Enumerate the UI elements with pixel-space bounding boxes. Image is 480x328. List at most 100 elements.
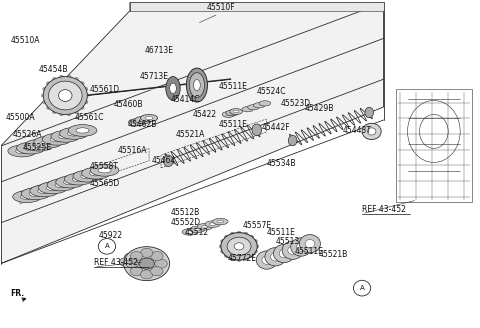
Ellipse shape — [74, 77, 78, 81]
Ellipse shape — [68, 131, 80, 136]
Ellipse shape — [59, 134, 72, 139]
Ellipse shape — [72, 176, 85, 182]
Ellipse shape — [43, 100, 47, 104]
Ellipse shape — [226, 110, 239, 116]
Ellipse shape — [43, 77, 87, 114]
Ellipse shape — [51, 131, 80, 142]
Text: 45552D: 45552D — [170, 218, 201, 227]
Ellipse shape — [67, 75, 71, 78]
Text: 45516A: 45516A — [118, 146, 147, 155]
Ellipse shape — [190, 226, 205, 233]
Ellipse shape — [8, 145, 36, 157]
Ellipse shape — [249, 235, 253, 239]
Text: 45422: 45422 — [192, 110, 216, 119]
Text: REF 43-452: REF 43-452 — [94, 258, 138, 267]
Text: 45511E: 45511E — [218, 120, 247, 129]
Ellipse shape — [279, 249, 289, 258]
Polygon shape — [130, 3, 384, 10]
Text: 45565D: 45565D — [89, 178, 120, 188]
Ellipse shape — [84, 100, 88, 104]
Ellipse shape — [274, 244, 295, 263]
Ellipse shape — [145, 116, 153, 120]
Ellipse shape — [141, 270, 153, 279]
Ellipse shape — [38, 182, 67, 194]
Ellipse shape — [254, 244, 259, 248]
Ellipse shape — [52, 77, 56, 81]
Text: 45429B: 45429B — [305, 104, 334, 113]
Text: FR.: FR. — [10, 289, 24, 298]
Ellipse shape — [90, 164, 119, 176]
Ellipse shape — [67, 113, 71, 116]
Text: 45460B: 45460B — [113, 100, 143, 109]
Ellipse shape — [367, 128, 376, 135]
Ellipse shape — [242, 107, 253, 112]
Ellipse shape — [271, 253, 280, 261]
Text: 45510A: 45510A — [10, 36, 40, 45]
Ellipse shape — [222, 112, 235, 117]
Text: 45558T: 45558T — [89, 162, 118, 171]
Ellipse shape — [230, 256, 235, 260]
Ellipse shape — [141, 114, 157, 122]
Text: 45511E: 45511E — [295, 247, 324, 256]
Text: REF 43-452: REF 43-452 — [362, 205, 406, 214]
Ellipse shape — [259, 101, 271, 106]
Ellipse shape — [84, 88, 88, 91]
Ellipse shape — [163, 155, 173, 167]
Ellipse shape — [80, 82, 84, 85]
Ellipse shape — [139, 258, 155, 269]
Ellipse shape — [48, 81, 82, 110]
Ellipse shape — [213, 218, 228, 225]
Ellipse shape — [16, 148, 29, 154]
Ellipse shape — [227, 237, 251, 256]
Ellipse shape — [151, 267, 163, 276]
Ellipse shape — [305, 239, 315, 248]
Text: 45772E: 45772E — [228, 254, 257, 263]
Ellipse shape — [262, 256, 272, 264]
Ellipse shape — [130, 267, 143, 276]
Ellipse shape — [233, 110, 239, 113]
Ellipse shape — [225, 235, 229, 239]
Ellipse shape — [89, 171, 102, 176]
Polygon shape — [396, 89, 472, 202]
Ellipse shape — [126, 259, 139, 268]
Text: 45464: 45464 — [152, 156, 176, 165]
Text: 45713E: 45713E — [140, 72, 168, 81]
Ellipse shape — [219, 244, 224, 248]
Ellipse shape — [256, 251, 277, 269]
Ellipse shape — [288, 135, 297, 146]
Text: A: A — [360, 285, 364, 291]
Ellipse shape — [230, 109, 242, 114]
Ellipse shape — [229, 112, 235, 114]
Ellipse shape — [76, 128, 89, 133]
Ellipse shape — [47, 185, 60, 191]
Ellipse shape — [282, 241, 303, 259]
Ellipse shape — [186, 231, 193, 233]
Ellipse shape — [21, 188, 50, 200]
Text: 45922: 45922 — [99, 231, 123, 240]
Ellipse shape — [197, 223, 213, 230]
Ellipse shape — [140, 118, 147, 122]
Text: 45443T: 45443T — [343, 126, 372, 135]
Ellipse shape — [47, 179, 76, 191]
Ellipse shape — [34, 136, 62, 148]
Ellipse shape — [169, 83, 176, 93]
Ellipse shape — [59, 90, 72, 101]
Ellipse shape — [221, 239, 226, 243]
Ellipse shape — [98, 238, 116, 254]
Text: 46713E: 46713E — [144, 46, 173, 55]
Ellipse shape — [68, 125, 97, 136]
Ellipse shape — [16, 142, 45, 154]
Polygon shape — [0, 3, 384, 264]
Ellipse shape — [64, 173, 93, 185]
Ellipse shape — [193, 79, 200, 91]
Ellipse shape — [98, 168, 111, 173]
Ellipse shape — [202, 225, 208, 228]
Text: 45512B: 45512B — [170, 208, 200, 217]
Ellipse shape — [85, 94, 89, 97]
Ellipse shape — [237, 231, 241, 235]
Text: A: A — [105, 243, 109, 249]
Ellipse shape — [234, 243, 244, 250]
Ellipse shape — [56, 176, 84, 188]
Ellipse shape — [209, 223, 216, 225]
Text: 45510F: 45510F — [206, 3, 235, 12]
